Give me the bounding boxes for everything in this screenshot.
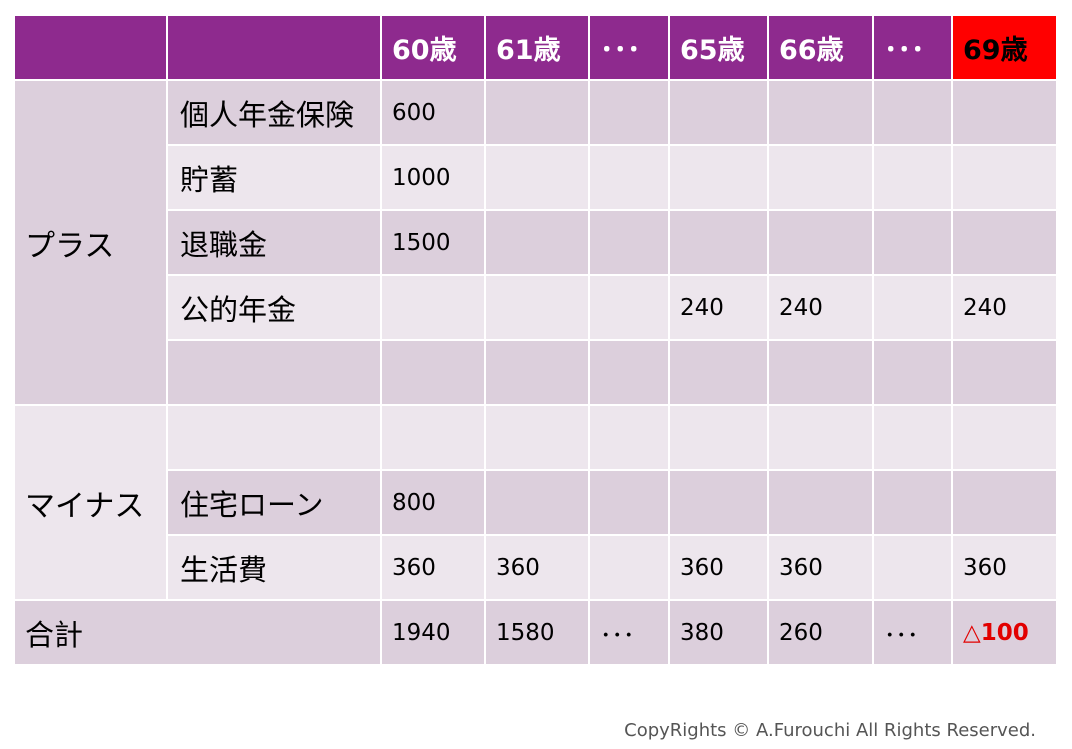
table-row: 公的年金 240 240 240 xyxy=(14,274,1058,341)
table-cell xyxy=(951,469,1058,536)
header-cell xyxy=(166,14,382,81)
row-label: 公的年金 xyxy=(166,274,382,341)
table-cell xyxy=(767,209,874,276)
table-cell xyxy=(588,339,670,406)
table-cell xyxy=(951,339,1058,406)
table-cell xyxy=(668,339,769,406)
table-cell xyxy=(484,469,590,536)
table-cell xyxy=(872,274,953,341)
table-cell xyxy=(588,469,670,536)
table-cell: 360 xyxy=(767,534,874,601)
table-cell xyxy=(872,469,953,536)
table-cell: 360 xyxy=(380,534,486,601)
total-cell-negative: △100 xyxy=(951,599,1058,666)
copyright-notice: CopyRights © A.Furouchi All Rights Reser… xyxy=(624,720,1036,741)
table-cell xyxy=(668,144,769,211)
table-cell xyxy=(588,144,670,211)
header-cell-age: 60歳 xyxy=(380,14,486,81)
table-cell xyxy=(668,469,769,536)
table-cell xyxy=(588,274,670,341)
table-cell xyxy=(872,209,953,276)
table-cell xyxy=(767,79,874,146)
total-row: 合計 1940 1580 ･･･ 380 260 ･･･ △100 xyxy=(13,599,1058,666)
table-row: 貯蓄 1000 xyxy=(14,144,1058,211)
total-cell: ･･･ xyxy=(872,599,953,666)
table-cell: 360 xyxy=(668,534,769,601)
table-cell xyxy=(951,144,1058,211)
table-cell xyxy=(668,209,769,276)
header-cell-ellipsis: ･･･ xyxy=(872,14,953,81)
table-cell xyxy=(872,404,953,471)
header-cell-age: 66歳 xyxy=(767,14,874,81)
table-cell xyxy=(767,339,874,406)
row-label: 個人年金保険 xyxy=(166,79,382,146)
group-label-plus: プラス xyxy=(13,79,168,406)
row-label: 退職金 xyxy=(166,209,382,276)
table-cell xyxy=(872,144,953,211)
table-cell xyxy=(872,534,953,601)
total-label: 合計 xyxy=(13,599,382,666)
total-cell: 380 xyxy=(668,599,769,666)
row-label: 生活費 xyxy=(166,534,382,601)
table-cell: 240 xyxy=(951,274,1058,341)
header-cell-age: 61歳 xyxy=(484,14,590,81)
cashflow-table: 60歳 61歳 ･･･ 65歳 66歳 ･･･ 69歳 プラス 個人年金保険 6… xyxy=(13,14,1058,666)
total-cell: 1580 xyxy=(484,599,590,666)
table-cell xyxy=(484,79,590,146)
table-cell xyxy=(588,79,670,146)
table-cell xyxy=(951,404,1058,471)
table-cell xyxy=(484,274,590,341)
header-row: 60歳 61歳 ･･･ 65歳 66歳 ･･･ 69歳 xyxy=(13,14,1058,81)
table-cell xyxy=(484,339,590,406)
table-cell xyxy=(767,404,874,471)
table-cell xyxy=(951,209,1058,276)
total-cell: 260 xyxy=(767,599,874,666)
table-cell xyxy=(588,534,670,601)
table-cell xyxy=(767,469,874,536)
table-cell xyxy=(380,274,486,341)
table-cell: 1500 xyxy=(380,209,486,276)
header-cell xyxy=(13,14,168,81)
header-cell-age-highlight: 69歳 xyxy=(951,14,1058,81)
table-cell: 240 xyxy=(668,274,769,341)
table-row: 生活費 360 360 360 360 360 xyxy=(14,534,1058,601)
table-cell xyxy=(380,404,486,471)
table-row: プラス 個人年金保険 600 xyxy=(13,79,1058,406)
group-label-minus: マイナス xyxy=(13,404,168,601)
total-cell: 1940 xyxy=(380,599,486,666)
header-cell-age: 65歳 xyxy=(668,14,769,81)
table-cell xyxy=(380,339,486,406)
table-cell: 600 xyxy=(380,79,486,146)
total-cell: ･･･ xyxy=(588,599,670,666)
table-cell xyxy=(588,404,670,471)
table-cell: 240 xyxy=(767,274,874,341)
table-row: 住宅ローン 800 xyxy=(14,469,1058,536)
table-cell xyxy=(872,339,953,406)
table-cell xyxy=(588,209,670,276)
table-cell: 360 xyxy=(484,534,590,601)
table-cell xyxy=(484,404,590,471)
row-label xyxy=(166,404,382,471)
table-cell xyxy=(668,79,769,146)
table-cell xyxy=(872,79,953,146)
table-cell xyxy=(951,79,1058,146)
table-cell xyxy=(767,144,874,211)
table-cell xyxy=(668,404,769,471)
row-label: 住宅ローン xyxy=(166,469,382,536)
row-label xyxy=(166,339,382,406)
header-cell-ellipsis: ･･･ xyxy=(588,14,670,81)
table-cell: 1000 xyxy=(380,144,486,211)
table-cell xyxy=(484,209,590,276)
table-row: マイナス xyxy=(13,404,1058,601)
table-cell: 800 xyxy=(380,469,486,536)
table-cell: 360 xyxy=(951,534,1058,601)
table-row xyxy=(14,339,1058,406)
table-cell xyxy=(484,144,590,211)
table-row: 退職金 1500 xyxy=(14,209,1058,276)
row-label: 貯蓄 xyxy=(166,144,382,211)
